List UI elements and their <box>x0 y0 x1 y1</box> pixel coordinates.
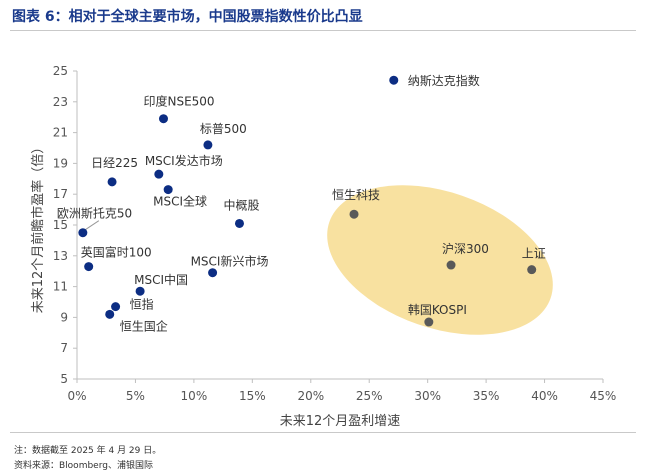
label-leader-line <box>83 220 100 232</box>
point-label: 英国富时100 <box>81 245 152 260</box>
x-axis-label: 未来12个月盈利增速 <box>280 414 401 429</box>
data-points <box>78 75 537 327</box>
data-point <box>203 140 213 150</box>
data-point <box>208 268 218 278</box>
data-point <box>135 286 145 296</box>
x-tick-label: 20% <box>297 389 324 403</box>
x-tick-label: 15% <box>239 389 266 403</box>
y-tick-label: 17 <box>53 187 68 201</box>
x-tick-label: 40% <box>531 389 558 403</box>
point-label: MSCI中国 <box>134 272 188 287</box>
x-tick-label: 35% <box>473 389 500 403</box>
data-point <box>84 262 94 272</box>
point-label: 恒生国企 <box>120 318 168 333</box>
y-tick-label: 15 <box>53 218 68 232</box>
x-tick-label: 5% <box>126 389 145 403</box>
data-point <box>107 177 117 187</box>
highlight-ellipse <box>327 185 553 335</box>
point-label: 沪深300 <box>442 242 489 256</box>
y-tick-label: 19 <box>53 156 68 170</box>
point-label: 恒生科技 <box>332 188 380 202</box>
title-divider <box>10 30 636 31</box>
point-label: MSCI全球 <box>153 194 207 209</box>
data-point <box>163 185 173 195</box>
point-label: 纳斯达克指数 <box>408 73 480 88</box>
y-tick-label: 21 <box>53 126 68 140</box>
data-point <box>234 218 244 228</box>
point-label: 中概股 <box>223 197 259 212</box>
point-label: MSCI新兴市场 <box>191 254 269 269</box>
data-point <box>389 75 399 85</box>
point-label: 恒指 <box>130 297 154 312</box>
point-label: 日经225 <box>91 156 138 170</box>
x-tick-label: 45% <box>590 389 617 403</box>
footer-divider <box>10 432 636 433</box>
x-tick-label: 0% <box>67 389 86 403</box>
point-label: 标普500 <box>200 122 247 136</box>
data-point <box>78 228 88 238</box>
point-label: 印度NSE500 <box>143 94 214 109</box>
data-point <box>424 317 434 327</box>
y-tick-label: 11 <box>53 280 68 294</box>
highlight-ellipse-layer <box>327 185 553 335</box>
point-label: 上证 <box>522 247 546 261</box>
x-tick-label: 30% <box>414 389 441 403</box>
data-point <box>158 114 168 124</box>
y-tick-label: 13 <box>53 249 68 263</box>
point-label: 韩国KOSPI <box>408 302 467 317</box>
x-tick-label: 25% <box>356 389 383 403</box>
y-tick-label: 9 <box>60 310 68 324</box>
point-label: MSCI发达市场 <box>145 153 223 168</box>
data-point <box>349 209 359 219</box>
data-point <box>111 302 121 312</box>
data-point <box>105 309 115 319</box>
y-tick-label: 7 <box>60 341 68 355</box>
y-axis-label: 未来12个月前瞻市盈率（倍） <box>30 141 46 314</box>
x-tick-label: 10% <box>181 389 208 403</box>
y-tick-label: 5 <box>60 372 68 386</box>
data-point <box>446 260 456 270</box>
data-point <box>527 265 537 275</box>
y-tick-label: 23 <box>53 95 68 109</box>
footnote-note: 注：数据截至 2025 年 4 月 29 日。 <box>14 446 162 456</box>
y-tick-label: 25 <box>53 64 68 78</box>
figure-title: 图表 6：相对于全球主要市场，中国股票指数性价比凸显 <box>12 9 363 25</box>
footnote-source: 资料来源：Bloomberg、浦银国际 <box>14 461 153 471</box>
point-label: 欧洲斯托克50 <box>57 207 132 221</box>
data-point <box>154 169 164 179</box>
axes: 5 7 9 11 13 15 17 19 21 23 25 0% 5% 10% 15% 20% 25% 30% 35… <box>53 64 617 403</box>
